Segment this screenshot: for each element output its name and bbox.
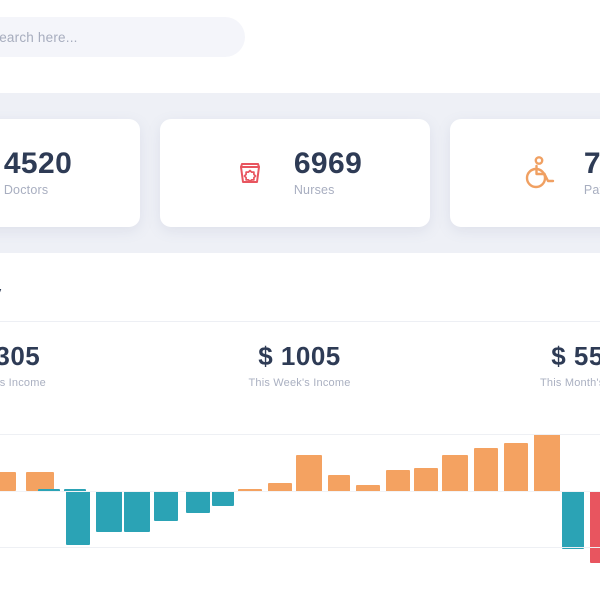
- chart-bar[interactable]: [64, 489, 86, 492]
- chart-bar[interactable]: [296, 455, 322, 492]
- chart-gridline: [0, 547, 600, 548]
- stat-value-patients: 7509: [583, 146, 600, 180]
- search-input[interactable]: [0, 29, 245, 45]
- stat-label-patients: Patients: [583, 183, 600, 198]
- chart-bar[interactable]: [26, 472, 54, 491]
- stat-card-doctors[interactable]: 4520 Doctors: [0, 119, 140, 227]
- chart-bar[interactable]: [96, 491, 122, 532]
- income-label-today: Today's Income: [0, 377, 46, 389]
- chart-bar[interactable]: [328, 475, 350, 492]
- chart-bar[interactable]: [356, 485, 380, 492]
- section-divider: [0, 321, 600, 322]
- chart-bar[interactable]: [124, 491, 150, 532]
- stat-value-doctors: 4520: [3, 146, 73, 180]
- income-item-month: $ 5505 This Month's Income: [446, 341, 600, 389]
- chart-zero-line: [0, 491, 600, 492]
- income-row: $ 305 Today's Income $ 1005 This Week's …: [0, 341, 600, 389]
- chart-bar[interactable]: [562, 491, 584, 549]
- wheelchair-icon: [518, 151, 562, 195]
- stat-card-nurses[interactable]: 6969 Nurses: [160, 119, 430, 227]
- chart-bar[interactable]: [154, 491, 178, 521]
- chart-bar[interactable]: [0, 472, 16, 491]
- stat-value-nurses: 6969: [293, 146, 363, 180]
- chart-bar[interactable]: [414, 468, 438, 492]
- stat-cards-row: 4520 Doctors 6969 Nurses: [0, 119, 600, 227]
- chart-bar[interactable]: [186, 491, 210, 513]
- income-bar-chart[interactable]: [0, 408, 600, 600]
- chart-bar[interactable]: [66, 491, 90, 545]
- chart-bar[interactable]: [238, 489, 262, 492]
- chart-bar[interactable]: [442, 455, 468, 492]
- nurse-cap-icon: [228, 151, 272, 195]
- stat-card-patients[interactable]: 7509 Patients: [450, 119, 600, 227]
- income-section-title: Summary: [0, 283, 2, 303]
- income-value-month: $ 5505: [551, 341, 600, 371]
- stats-strip: 4520 Doctors 6969 Nurses: [0, 93, 600, 253]
- chart-bar[interactable]: [386, 470, 410, 492]
- income-label-month: This Month's Income: [540, 377, 600, 389]
- income-item-today: $ 305 Today's Income: [0, 341, 153, 389]
- chart-bars-layer: [0, 408, 600, 600]
- chart-gridline: [0, 434, 600, 435]
- chart-bar[interactable]: [268, 483, 292, 492]
- chart-bar[interactable]: [534, 434, 560, 492]
- chart-bar[interactable]: [590, 491, 600, 563]
- chart-bar[interactable]: [474, 448, 498, 492]
- income-item-week: $ 1005 This Week's Income: [153, 341, 446, 389]
- stat-label-doctors: Doctors: [3, 183, 49, 198]
- income-value-today: $ 305: [0, 341, 41, 371]
- chart-bar[interactable]: [212, 491, 234, 506]
- income-value-week: $ 1005: [258, 341, 341, 371]
- search-bar[interactable]: [0, 17, 245, 57]
- income-label-week: This Week's Income: [248, 377, 351, 389]
- income-section: Summary $ 305 Today's Income $ 1005 This…: [0, 253, 600, 408]
- top-bar: [0, 0, 600, 82]
- chart-bar[interactable]: [504, 443, 528, 492]
- stat-label-nurses: Nurses: [293, 183, 335, 198]
- chart-bar[interactable]: [38, 489, 60, 492]
